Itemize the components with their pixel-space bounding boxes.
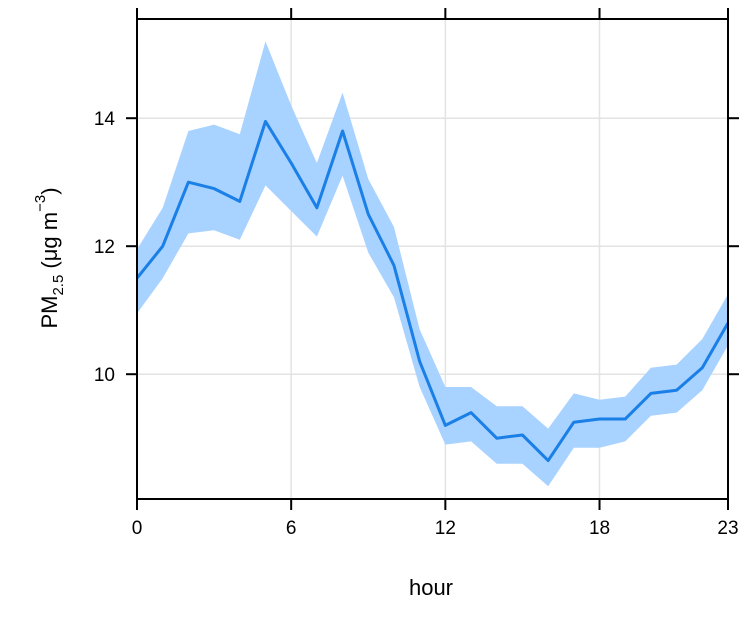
y-tick-label: 10 bbox=[94, 365, 115, 386]
y-tick-label: 14 bbox=[94, 109, 116, 130]
y-axis-title-subscript: 2.5 bbox=[50, 275, 67, 296]
mean-line bbox=[135, 119, 730, 463]
y-axis-title-text: PM2.5 (μg m−3) bbox=[32, 187, 67, 328]
x-tick-label: 18 bbox=[589, 518, 610, 539]
y-axis-title-superscript: −3 bbox=[32, 195, 49, 212]
x-tick-label: 23 bbox=[717, 518, 738, 539]
y-tick-label: 12 bbox=[94, 237, 115, 258]
confidence-band bbox=[137, 41, 728, 487]
y-axis-title: PM2.5 (μg m−3) bbox=[32, 187, 67, 328]
x-tick-label: 6 bbox=[286, 518, 297, 539]
x-tick-label: 12 bbox=[435, 518, 456, 539]
axis-ticks: 0 6 12 18 23 10 12 14 bbox=[94, 8, 739, 539]
plot-frame bbox=[136, 18, 729, 500]
y-axis-title-units: (μg m bbox=[37, 212, 62, 275]
x-axis-title: hour bbox=[409, 575, 453, 600]
y-axis-title-prefix: PM bbox=[37, 296, 62, 329]
y-axis-title-close: ) bbox=[37, 187, 62, 194]
x-tick-label: 0 bbox=[132, 518, 143, 539]
